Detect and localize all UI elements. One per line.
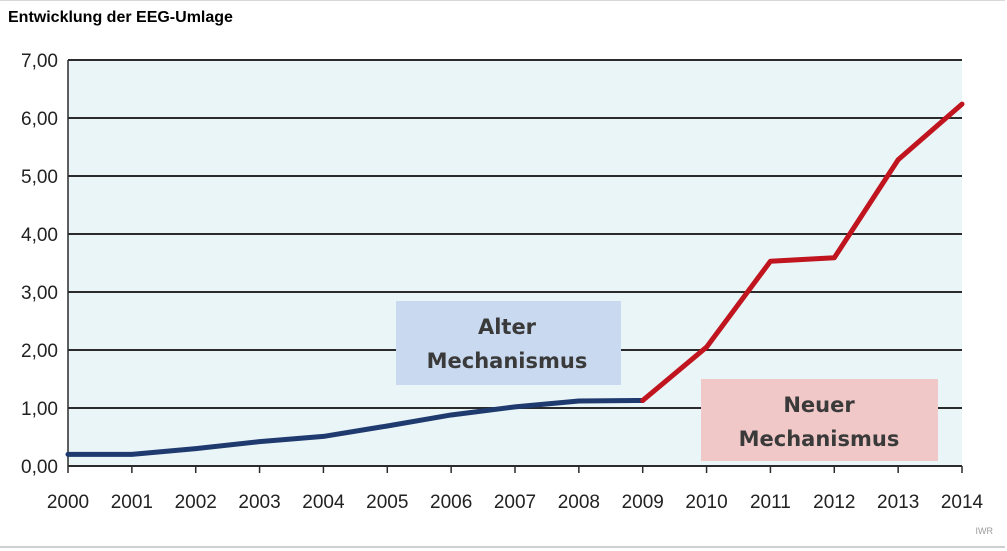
source-label: IWR — [975, 526, 994, 536]
x-tick-label: 2009 — [622, 492, 664, 513]
alter-annotation-line1: Alter — [478, 315, 537, 339]
neuer-mechanismus-annotation: Neuer Mechanismus — [701, 379, 938, 461]
neuer-mechanismus-line — [640, 101, 965, 403]
alter-annotation-line2: Mechanismus — [427, 349, 588, 373]
alter-mechanismus-annotation: Alter Mechanismus — [396, 301, 621, 385]
neuer-annotation-line1: Neuer — [783, 393, 855, 417]
y-axis-ticks: 0,00 1,00 2,00 3,00 4,00 5,00 6,00 7,00 — [21, 51, 58, 478]
x-axis-ticks: 2000 2001 2002 2003 2004 2005 2006 2007 2008 2009… — [47, 466, 984, 513]
neuer-annotation-box — [701, 379, 938, 461]
y-tick-label: 3,00 — [21, 283, 58, 304]
x-tick-label: 2000 — [47, 492, 89, 513]
series-lines — [65, 101, 965, 457]
alter-annotation-box — [396, 301, 621, 385]
alter-mechanismus-line — [65, 397, 646, 457]
x-tick-label: 2003 — [238, 492, 280, 513]
x-tick-label: 2013 — [877, 492, 919, 513]
y-tick-label: 6,00 — [21, 109, 58, 130]
x-tick-label: 2006 — [430, 492, 472, 513]
y-tick-label: 2,00 — [21, 341, 58, 362]
x-tick-label: 2001 — [111, 492, 153, 513]
y-tick-label: 5,00 — [21, 167, 58, 188]
x-tick-label: 2014 — [941, 492, 984, 513]
x-tick-label: 2004 — [302, 492, 345, 513]
y-tick-label: 1,00 — [21, 399, 58, 420]
x-tick-label: 2008 — [558, 492, 600, 513]
x-tick-label: 2012 — [813, 492, 855, 513]
gridlines — [67, 59, 962, 467]
x-tick-label: 2002 — [175, 492, 217, 513]
y-tick-label: 7,00 — [21, 51, 58, 72]
x-tick-label: 2010 — [685, 492, 727, 513]
y-tick-label: 4,00 — [21, 225, 58, 246]
y-tick-label: 0,00 — [21, 457, 58, 478]
neuer-annotation-line2: Mechanismus — [739, 427, 900, 451]
x-tick-label: 2011 — [750, 492, 791, 513]
chart-title: Entwicklung der EEG-Umlage — [8, 9, 233, 26]
x-tick-label: 2005 — [366, 492, 408, 513]
x-tick-label: 2007 — [494, 492, 536, 513]
